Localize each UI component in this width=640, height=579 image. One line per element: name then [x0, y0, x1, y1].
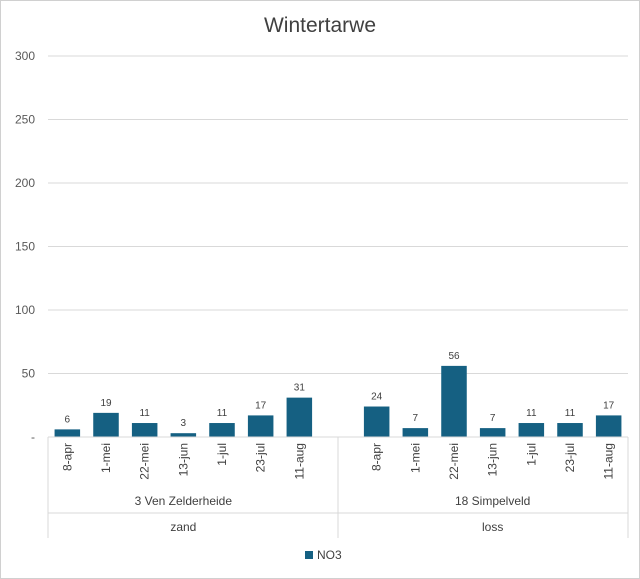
- y-tick-label-5: 50: [22, 367, 36, 381]
- data-label-0-3: 3: [181, 418, 187, 429]
- x-tick-label-0-1: 1-mei: [99, 443, 113, 473]
- bar-1-4: [518, 423, 545, 437]
- group-label-1: 18 Simpelveld: [455, 494, 530, 508]
- group-sublabel-1: loss: [482, 520, 503, 534]
- x-tick-label-0-4: 1-jul: [215, 443, 229, 466]
- bar-1-2: [441, 365, 467, 437]
- x-tick-label-0-5: 23-jul: [254, 443, 268, 472]
- legend: NO3: [305, 548, 342, 562]
- gridlines: [48, 55, 628, 374]
- data-label-1-6: 17: [603, 400, 615, 411]
- data-label-0-2: 11: [139, 408, 150, 419]
- y-tick-label-6: -: [31, 430, 35, 444]
- x-tick-label-1-1: 1-mei: [408, 443, 422, 473]
- bar-1-6: [595, 415, 622, 437]
- x-tick-label-1-2: 22-mei: [447, 443, 461, 480]
- x-tick-label-1-6: 11-aug: [602, 443, 616, 479]
- data-label-1-5: 11: [565, 408, 576, 419]
- data-label-1-3: 7: [490, 413, 496, 424]
- y-tick-label-0: 300: [15, 49, 35, 63]
- y-tick-label-1: 250: [15, 113, 35, 127]
- x-tick-label-0-0: 8-apr: [60, 443, 74, 471]
- x-tick-label-1-5: 23-jul: [563, 443, 577, 472]
- data-label-1-0: 24: [371, 392, 383, 403]
- data-label-0-4: 11: [217, 408, 228, 419]
- y-tick-label-4: 100: [15, 303, 35, 317]
- bar-0-2: [131, 423, 158, 437]
- bar-1-0: [363, 406, 390, 437]
- data-labels: 6 19 11 3 11 17 31 24 7 56 7 11 11 17: [65, 351, 615, 429]
- x-tick-label-1-0: 8-apr: [370, 443, 384, 471]
- x-tick-label-1-3: 13-jun: [486, 443, 500, 476]
- bar-1-1: [402, 428, 429, 437]
- bar-0-6: [286, 397, 313, 437]
- chart-title: Wintertarwe: [264, 14, 376, 37]
- bar-0-5: [247, 415, 274, 437]
- bar-0-0: [54, 429, 81, 437]
- y-tick-label-3: 150: [15, 240, 35, 254]
- x-tick-label-1-4: 1-jul: [524, 443, 538, 466]
- data-label-0-1: 19: [100, 398, 112, 409]
- data-label-0-0: 6: [65, 414, 71, 425]
- x-tick-label-0-3: 13-jun: [176, 443, 190, 476]
- bar-0-3: [170, 433, 197, 437]
- bar-1-3: [479, 428, 506, 437]
- data-label-1-1: 7: [413, 413, 419, 424]
- bars: [54, 365, 622, 437]
- data-label-1-4: 11: [526, 408, 537, 419]
- y-tick-label-2: 200: [15, 176, 35, 190]
- bar-0-1: [93, 412, 119, 437]
- x-tick-label-0-2: 22-mei: [138, 443, 152, 480]
- group-sublabel-0: zand: [170, 520, 196, 534]
- bar-0-4: [209, 423, 235, 437]
- data-label-0-5: 17: [255, 400, 267, 411]
- y-axis-ticks: 300 250 200 150 100 50 -: [15, 49, 35, 444]
- data-label-1-2: 56: [448, 351, 460, 362]
- bar-1-5: [557, 423, 583, 437]
- group-label-0: 3 Ven Zelderheide: [135, 494, 233, 508]
- data-label-0-6: 31: [294, 383, 306, 394]
- x-axis: 8-apr 1-mei 22-mei 13-jun 1-jul 23-jul 11-aug 3…: [47, 436, 629, 538]
- legend-swatch: [305, 551, 313, 559]
- x-tick-label-0-6: 11-aug: [292, 443, 306, 479]
- legend-label-no3: NO3: [317, 548, 342, 562]
